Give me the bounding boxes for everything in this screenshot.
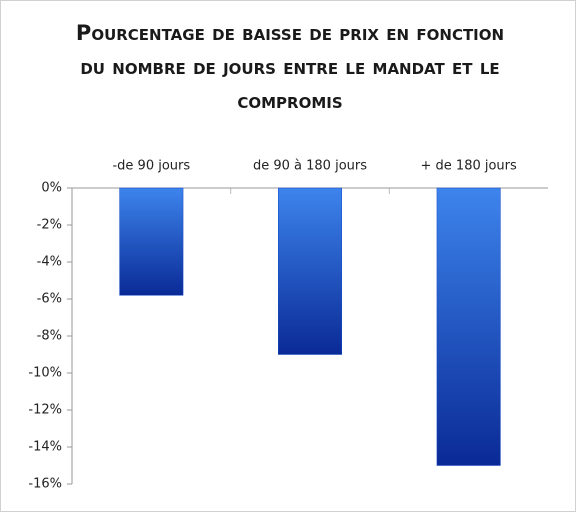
y-tick-label: -4% [37,255,62,270]
y-tick-label: -14% [28,440,62,455]
y-tick-label: -2% [37,218,62,233]
y-tick-label: -6% [37,292,62,307]
x-tick-label: + de 180 jours [421,159,518,174]
bar [119,187,184,296]
y-tick-label: 0% [41,181,62,196]
bar [436,187,501,466]
y-tick-label: -8% [37,329,62,344]
bar [278,187,342,355]
y-tick-label: -12% [28,403,62,418]
chart-title: Pourcentage de baisse de prix en fonctio… [75,21,505,113]
y-tick-label: -10% [28,366,62,381]
x-tick-label: de 90 à 180 jours [253,159,367,174]
x-tick-label: -de 90 jours [112,159,190,174]
y-tick-label: -16% [28,477,62,492]
